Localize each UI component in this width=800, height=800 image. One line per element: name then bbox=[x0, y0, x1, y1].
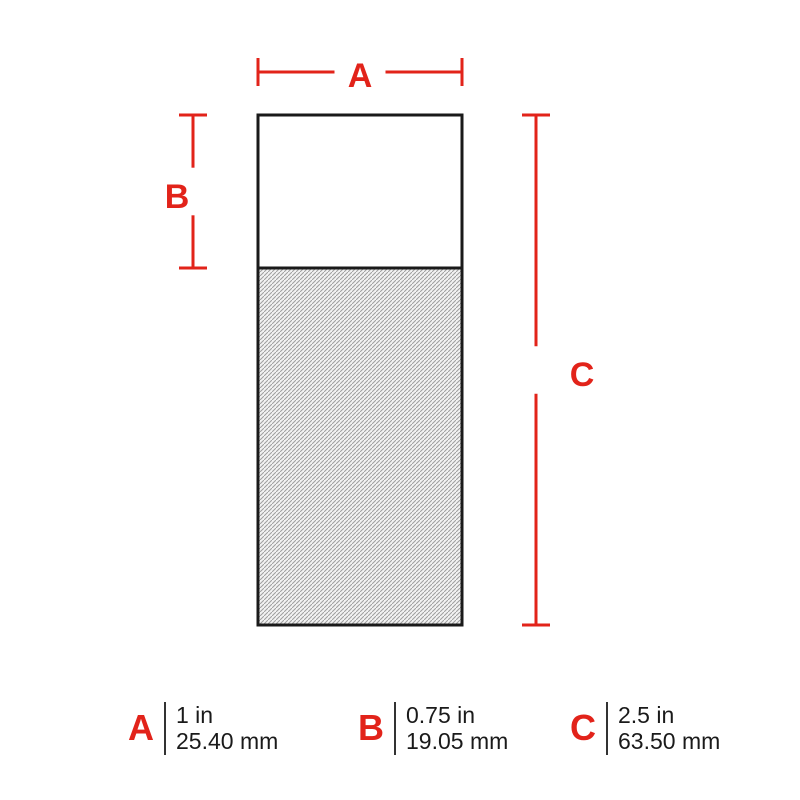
legend-value-mm: 25.40 mm bbox=[176, 728, 278, 754]
diagram-canvas: A B C A 1 in25.40 mm B 0.75 in19.05 mm C 2.5 … bbox=[0, 0, 800, 800]
legend-value-mm: 19.05 mm bbox=[406, 728, 508, 754]
legend-item: A 1 in25.40 mm bbox=[128, 702, 278, 755]
legend-value-mm: 63.50 mm bbox=[618, 728, 720, 754]
legend-values: 2.5 in63.50 mm bbox=[618, 702, 720, 755]
legend-separator bbox=[164, 702, 166, 755]
legend-letter: C bbox=[570, 707, 596, 749]
legend-letter: A bbox=[128, 707, 154, 749]
legend-item: B 0.75 in19.05 mm bbox=[358, 702, 508, 755]
legend-separator bbox=[606, 702, 608, 755]
dimension-c-line bbox=[0, 0, 800, 800]
dimension-c-letter: C bbox=[560, 356, 604, 395]
legend-letter: B bbox=[358, 707, 384, 749]
legend-item: C 2.5 in63.50 mm bbox=[570, 702, 720, 755]
legend-values: 1 in25.40 mm bbox=[176, 702, 278, 755]
legend-value-inches: 2.5 in bbox=[618, 702, 720, 728]
legend-value-inches: 0.75 in bbox=[406, 702, 508, 728]
legend-values: 0.75 in19.05 mm bbox=[406, 702, 508, 755]
legend-separator bbox=[394, 702, 396, 755]
legend-value-inches: 1 in bbox=[176, 702, 278, 728]
